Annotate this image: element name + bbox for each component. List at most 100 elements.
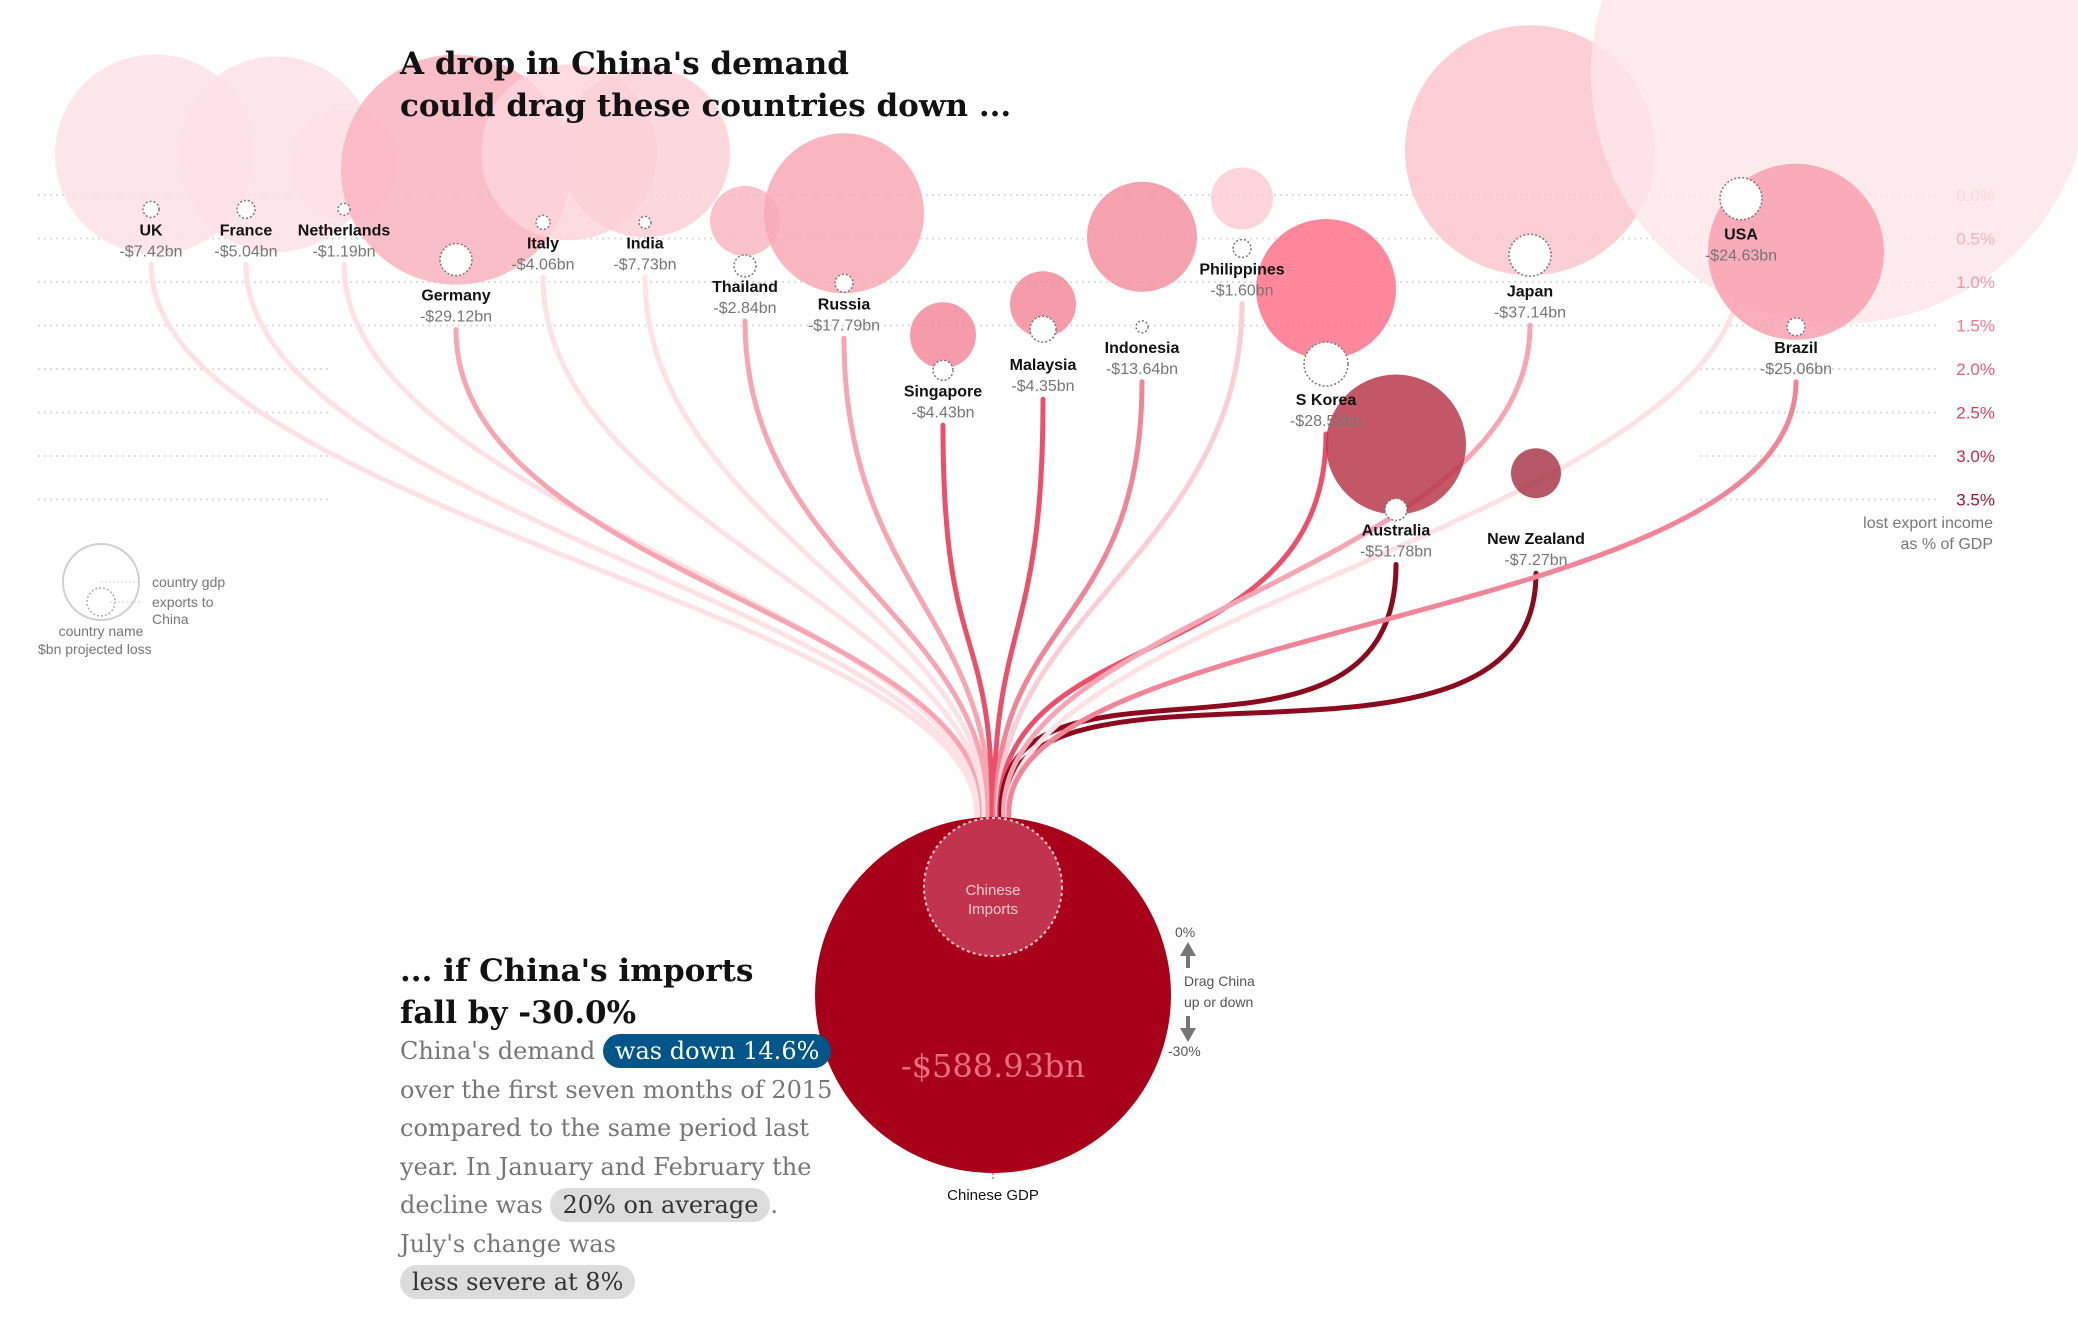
para-text-4: July's change was <box>400 1229 616 1258</box>
country-loss-label: -$4.06bn <box>511 256 574 273</box>
country-name-label: Indonesia <box>1105 340 1180 357</box>
country-link-line <box>991 396 1046 821</box>
country-link-line <box>998 562 1399 821</box>
country-exports-bubble[interactable] <box>1029 315 1057 343</box>
country-loss-label: -$13.64bn <box>1106 361 1178 378</box>
country-loss-label: -$4.43bn <box>911 404 974 421</box>
china-draggable[interactable]: Chinese Imports -$588.93bn <box>815 817 1171 1173</box>
country-exports-bubble[interactable] <box>142 200 160 219</box>
country-loss-label: -$29.12bn <box>420 309 492 326</box>
legend-exports-line2: China <box>152 611 189 627</box>
slider-top-label: 0% <box>1175 924 1195 940</box>
country-loss-label: -$1.19bn <box>312 243 375 260</box>
country-loss-label: -$17.79bn <box>808 317 880 334</box>
country-exports-bubble[interactable] <box>932 359 954 382</box>
axis-tick-label: 1.5% <box>1956 317 1995 336</box>
country-exports-bubble[interactable] <box>638 215 652 230</box>
axis-tick-label: 2.0% <box>1956 360 1995 379</box>
headline-line1: A drop in China's demand <box>399 46 849 82</box>
country-links <box>148 261 1799 821</box>
country-link-line <box>453 327 985 821</box>
country-gdp-bubble[interactable] <box>764 133 924 294</box>
country-gdp-bubbles <box>55 0 2078 515</box>
arrow-down-icon <box>1180 1016 1196 1042</box>
country-exports-bubble[interactable] <box>1384 497 1408 522</box>
country-loss-label: -$7.42bn <box>119 243 182 260</box>
country-gdp-bubble[interactable] <box>1211 167 1273 230</box>
country-gdp-bubble[interactable] <box>710 185 780 256</box>
pill-button-20-avg[interactable]: 20% on average <box>550 1188 771 1222</box>
axis-caption-line1: lost export income <box>1863 515 1993 532</box>
country-name-label: Malaysia <box>1010 357 1077 374</box>
axis-tick-label: 3.5% <box>1956 491 1995 510</box>
country-exports-bubble[interactable] <box>1303 341 1349 387</box>
country-gdp-bubble[interactable] <box>1511 448 1561 499</box>
country-name-label: Germany <box>421 288 490 305</box>
country-name-label: Australia <box>1362 523 1431 540</box>
country-gdp-bubble[interactable] <box>1087 181 1197 292</box>
subheadline: ... if China's imports fall by -30.0% <box>400 950 860 1034</box>
context-paragraph: China's demand was down 14.6% over the f… <box>400 1032 840 1302</box>
country-exports-bubble[interactable] <box>1232 238 1252 259</box>
axis-tick-labels: 0.0% 0.5% 1.0% 1.5% 2.0% 2.5% 3.0% 3.5% <box>1956 186 1995 510</box>
legend-gdp-label: country gdp <box>152 574 225 590</box>
country-link-line <box>243 261 981 821</box>
country-gdp-bubble[interactable] <box>1256 219 1396 359</box>
country-loss-label: -$5.04bn <box>214 243 277 260</box>
country-link-line <box>997 431 1329 821</box>
country-name-label: S Korea <box>1296 392 1357 409</box>
country-exports-bubble[interactable] <box>1786 317 1806 337</box>
country-link-line <box>642 274 989 821</box>
country-name-label: Italy <box>527 235 559 252</box>
country-loss-label: -$28.53bn <box>1290 413 1362 430</box>
country-exports-bubble[interactable] <box>236 199 256 220</box>
axis-tick-label: 2.5% <box>1956 404 1995 423</box>
legend-loss-label: $bn projected loss <box>38 641 152 657</box>
subheadline-line1: ... if China's imports <box>400 953 754 989</box>
country-loss-label: -$4.35bn <box>1011 378 1074 395</box>
axis-tick-label: 0.0% <box>1956 186 1995 205</box>
country-name-label: Philippines <box>1199 262 1284 279</box>
country-link-line <box>742 318 991 821</box>
subheadline-line2: fall by -30.0% <box>400 995 637 1031</box>
legend-exports-line1: exports to <box>152 594 214 610</box>
country-name-label: UK <box>139 222 163 239</box>
axis-tick-label: 0.5% <box>1956 230 1995 249</box>
china-gdp-label: Chinese GDP <box>947 1187 1039 1204</box>
country-exports-bubble[interactable] <box>1135 320 1149 334</box>
country-name-label: New Zealand <box>1487 531 1585 548</box>
country-gdp-bubble[interactable] <box>1010 271 1076 338</box>
para-text-2: over the first seven months of 2015 comp… <box>400 1075 833 1220</box>
country-exports-bubble[interactable] <box>535 214 551 231</box>
country-name-label: USA <box>1724 227 1758 244</box>
country-exports-bubble[interactable] <box>337 202 351 217</box>
drag-slider[interactable]: 0% Drag China up or down -30% <box>1168 924 1255 1059</box>
slider-bottom-label: -30% <box>1168 1043 1201 1059</box>
country-link-line <box>1001 570 1539 821</box>
arrow-up-icon <box>1180 942 1196 968</box>
country-exports-bubble[interactable] <box>439 242 473 277</box>
country-gdp-bubble[interactable] <box>560 67 730 238</box>
country-exports-bubble[interactable] <box>1719 176 1763 221</box>
country-name-label: Singapore <box>904 383 982 400</box>
china-gdp-circle[interactable] <box>815 817 1171 1173</box>
china-imports-circle[interactable] <box>923 817 1063 957</box>
drag-hint-line1: Drag China <box>1184 973 1255 989</box>
pill-button-down-14[interactable]: was down 14.6% <box>602 1034 832 1068</box>
country-exports-bubble[interactable] <box>733 254 757 278</box>
axis-gridlines <box>38 194 1940 501</box>
china-loss-value: -$588.93bn <box>901 1047 1085 1085</box>
country-gdp-bubble[interactable] <box>1326 374 1466 515</box>
country-gdp-bubble[interactable] <box>910 302 976 369</box>
country-name-label: India <box>626 235 663 252</box>
country-exports-bubble[interactable] <box>1508 233 1552 277</box>
country-name-label: Brazil <box>1774 340 1818 357</box>
country-link-line <box>540 274 987 821</box>
country-loss-label: -$7.73bn <box>613 256 676 273</box>
country-loss-label: -$1.60bn <box>1210 283 1273 300</box>
pill-button-less-severe[interactable]: less severe at 8% <box>400 1265 636 1299</box>
country-exports-bubble[interactable] <box>834 273 854 294</box>
headline-line2: could drag these countries down ... <box>400 88 1011 124</box>
axis-tick-label: 1.0% <box>1956 273 1995 292</box>
china-imports-line2: Imports <box>968 901 1018 918</box>
